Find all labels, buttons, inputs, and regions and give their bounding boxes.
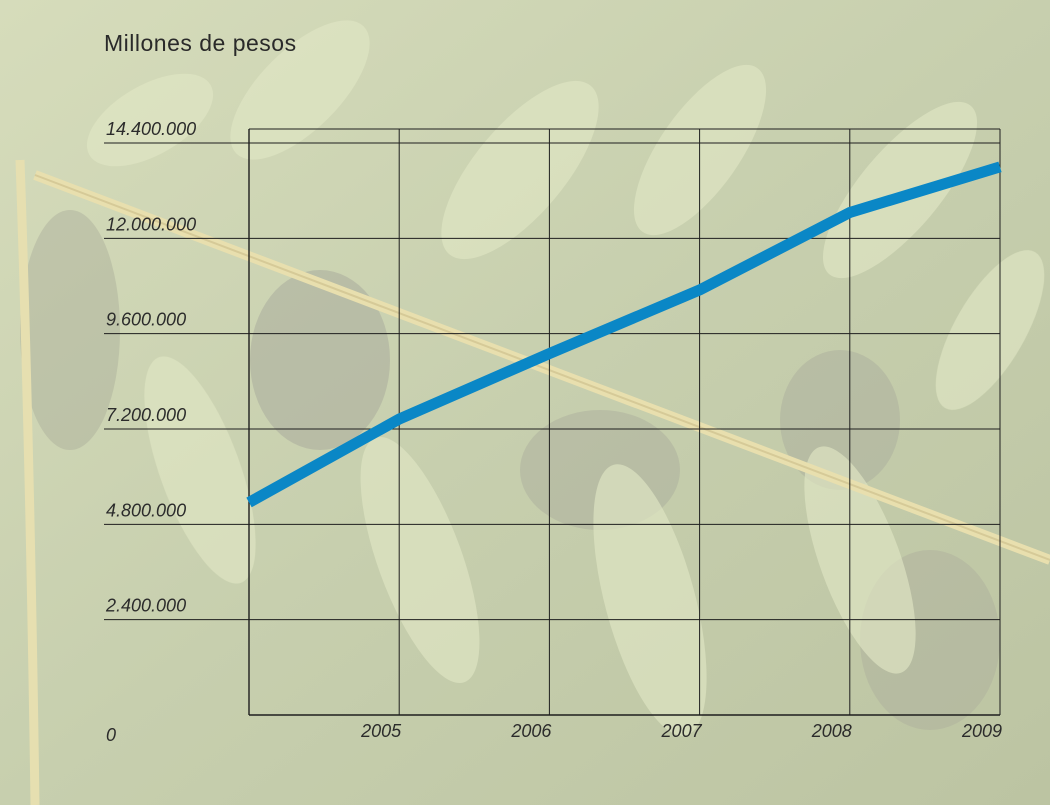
chart-title: Millones de pesos: [104, 30, 297, 56]
x-tick-label: 2007: [661, 721, 703, 741]
x-tick-label: 2006: [510, 721, 552, 741]
y-tick-label: 2.400.000: [105, 596, 186, 616]
x-tick-labels: 2005 2006 2007 2008 2009: [360, 721, 1002, 741]
y-tick-label: 7.200.000: [106, 405, 186, 425]
y-tick-label: 14.400.000: [106, 119, 196, 139]
series: [246, 161, 1002, 508]
y-tick-label: 4.800.000: [106, 500, 186, 520]
y-tick-label: 12.000.000: [106, 214, 196, 234]
y-tick-label: 0: [106, 725, 116, 745]
y-tick-labels: 0 2.400.000 4.800.000 7.200.000 9.600.000 12.…: [105, 119, 196, 745]
x-tick-label: 2008: [811, 721, 852, 741]
x-tick-label: 2009: [961, 721, 1002, 741]
y-tick-label: 9.600.000: [106, 310, 186, 330]
series-line: [246, 161, 1002, 508]
x-tick-label: 2005: [360, 721, 402, 741]
grid: [104, 128, 1001, 716]
